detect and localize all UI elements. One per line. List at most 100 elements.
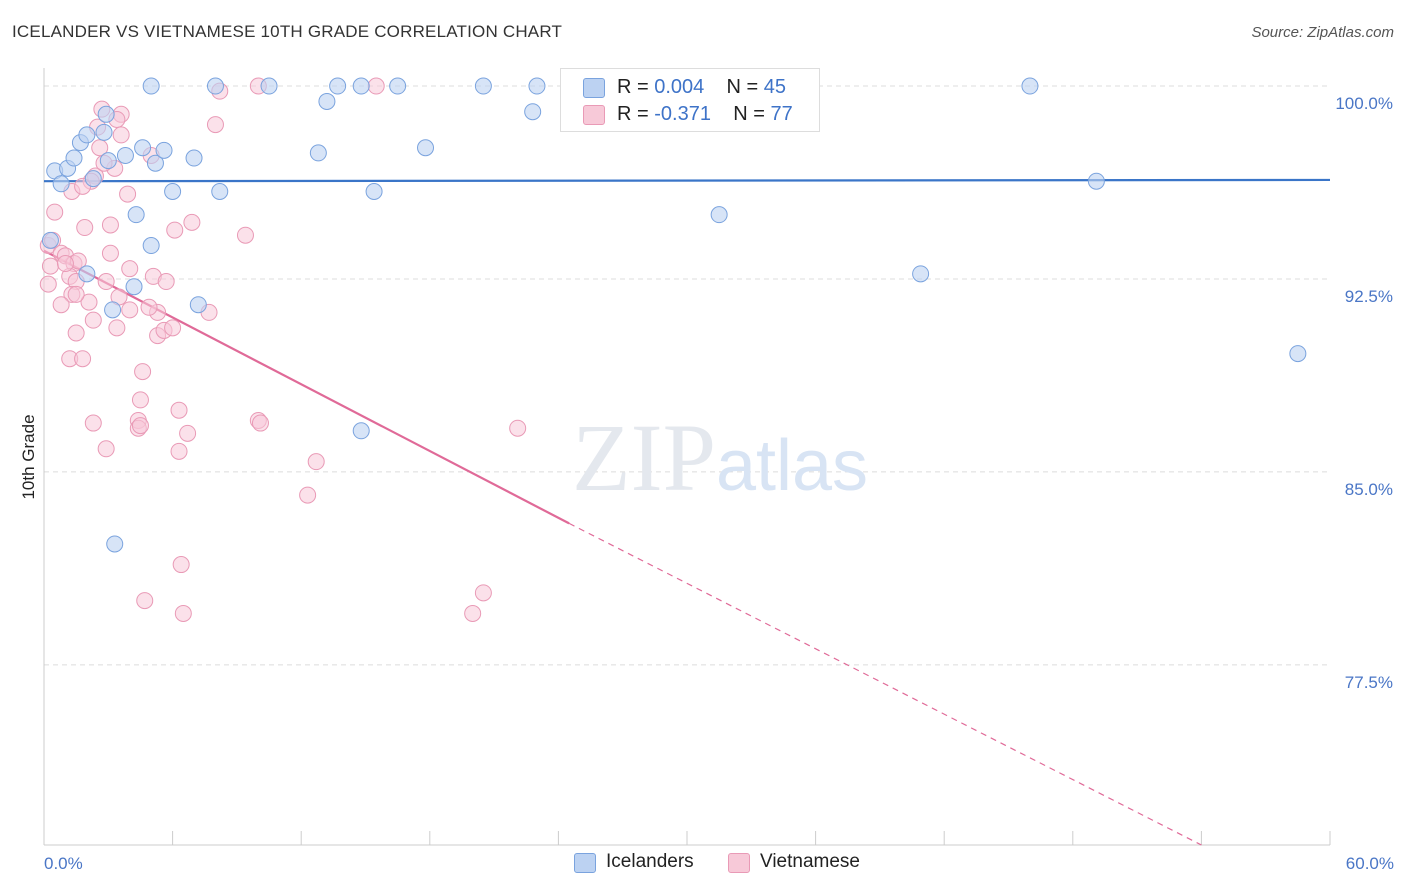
vietnamese-point [46, 203, 64, 221]
icelanders-point [389, 77, 407, 95]
icelanders-point [78, 265, 96, 283]
vietnamese-point [174, 604, 192, 622]
y-tick-label: 92.5% [1345, 287, 1393, 306]
vietnamese-point [41, 257, 59, 275]
vietnamese-point [76, 219, 94, 237]
vietnamese-point [206, 116, 224, 134]
grid-lines [44, 85, 1330, 666]
n-label: N = [733, 103, 771, 125]
axes [43, 68, 1331, 846]
watermark: ZIPatlas [572, 404, 868, 511]
vietnamese-point [251, 414, 269, 432]
icelanders-point [125, 278, 143, 296]
icelanders-point [710, 206, 728, 224]
vietnamese-point [134, 363, 152, 381]
icelanders-point [309, 144, 327, 162]
icelanders-point [164, 182, 182, 200]
data-points [39, 77, 1307, 622]
legend-label: Icelanders [606, 851, 694, 872]
icelanders-point [189, 296, 207, 314]
vietnamese-point [91, 139, 109, 157]
vietnamese-point [80, 293, 98, 311]
vietnamese-point [183, 213, 201, 231]
icelanders-point [352, 77, 370, 95]
vietnamese-point [131, 417, 149, 435]
vietnamese-point [112, 126, 130, 144]
icelanders-point [1021, 77, 1039, 95]
vietnamese-point [131, 391, 149, 409]
icelanders-legend-swatch [574, 853, 596, 873]
icelanders-point [524, 103, 542, 121]
vietnamese-point [101, 216, 119, 234]
icelanders-point [78, 126, 96, 144]
r-label: R = [617, 76, 655, 98]
vietnamese-point [56, 255, 74, 273]
vietnamese-point [509, 419, 527, 437]
icelanders-point [206, 77, 224, 95]
vietnamese-point [140, 298, 158, 316]
axis-labels: 100.0% 92.5% 85.0% 77.5% 0.0% 60.0% 10th Grade [19, 94, 1394, 873]
icelanders-point [211, 182, 229, 200]
x-tick-label-max: 60.0% [1346, 854, 1394, 873]
icelanders-swatch [583, 78, 605, 98]
icelanders-point [65, 149, 83, 167]
vietnamese-trend-extension [568, 522, 1202, 846]
vietnamese-point [164, 319, 182, 337]
vietnamese-point [39, 275, 57, 293]
y-axis-title: 10th Grade [19, 414, 38, 499]
trend-lines [43, 178, 1331, 846]
r-value: 0.004 [654, 76, 705, 98]
icelanders-point [84, 170, 102, 188]
icelanders-point [99, 152, 117, 170]
y-tick-label: 100.0% [1335, 94, 1393, 113]
icelanders-point [260, 77, 278, 95]
vietnamese-point [84, 311, 102, 329]
icelanders-point [912, 265, 930, 283]
vietnamese-point [74, 350, 92, 368]
icelanders-point [474, 77, 492, 95]
icelanders-point [1087, 172, 1105, 190]
vietnamese-point [108, 319, 126, 337]
vietnamese-point [52, 296, 70, 314]
vietnamese-point [67, 285, 85, 303]
icelanders-point [528, 77, 546, 95]
n-label: N = [726, 76, 764, 98]
vietnamese-point [179, 424, 197, 442]
vietnamese-point [299, 486, 317, 504]
icelanders-point [52, 175, 70, 193]
vietnamese-point [170, 442, 188, 460]
icelanders-point [95, 123, 113, 141]
icelanders-trend-line [43, 178, 1331, 183]
chart-title: ICELANDER VS VIETNAMESE 10TH GRADE CORRE… [12, 22, 563, 41]
icelanders-point [127, 206, 145, 224]
vietnamese-point [119, 185, 137, 203]
icelanders-point [142, 237, 160, 255]
source-label: Source: ZipAtlas.com [1251, 24, 1394, 41]
vietnamese-point [157, 273, 175, 291]
vietnamese-point [97, 273, 115, 291]
icelanders-point [146, 154, 164, 172]
icelanders-point [134, 139, 152, 157]
vietnamese-trend-line [43, 249, 570, 525]
vietnamese-point [97, 440, 115, 458]
vietnamese-point [172, 556, 190, 574]
vietnamese-point [236, 226, 254, 244]
r-value: -0.371 [654, 103, 711, 125]
vietnamese-point [170, 401, 188, 419]
r-label: R = [617, 103, 655, 125]
icelanders-point [155, 141, 173, 159]
vietnamese-point [67, 324, 85, 342]
icelanders-point [352, 422, 370, 440]
icelanders-point [318, 92, 336, 110]
y-tick-label: 77.5% [1345, 673, 1393, 692]
vietnamese-swatch [583, 105, 605, 125]
vietnamese-point [121, 301, 139, 319]
x-tick-label-min: 0.0% [44, 854, 83, 873]
vietnamese-point [166, 221, 184, 239]
icelanders-point [97, 105, 115, 123]
vietnamese-point [474, 584, 492, 602]
icelanders-point [417, 139, 435, 157]
vietnamese-point [101, 244, 119, 262]
icelanders-point [104, 301, 122, 319]
